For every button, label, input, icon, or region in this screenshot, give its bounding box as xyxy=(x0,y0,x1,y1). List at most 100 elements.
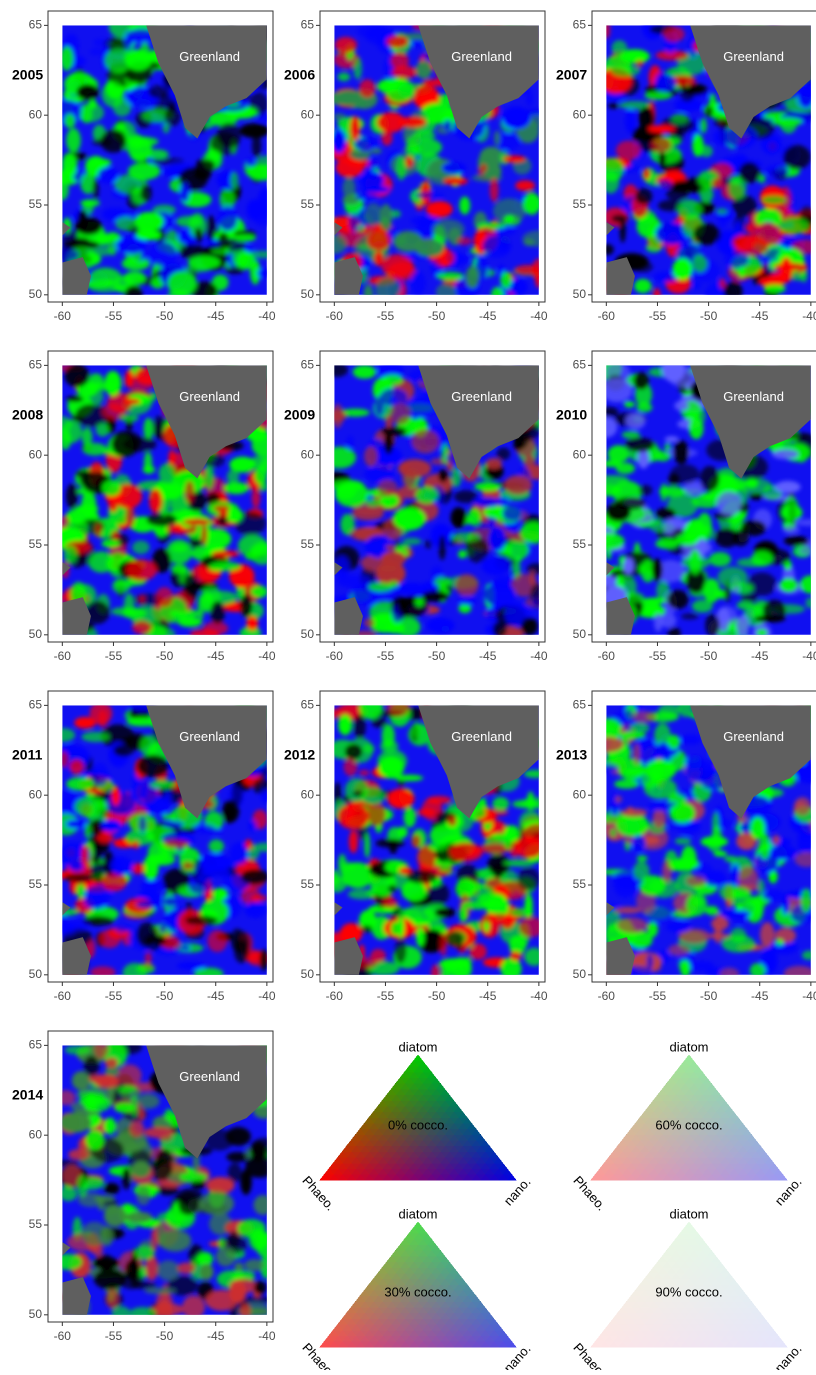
y-tick-label: 50 xyxy=(29,1307,43,1321)
patch xyxy=(326,876,346,892)
y-tick-label: 55 xyxy=(29,197,43,211)
patch xyxy=(66,777,94,791)
patch xyxy=(712,812,719,837)
patch xyxy=(168,271,197,296)
patch xyxy=(411,271,426,295)
patch xyxy=(144,1288,176,1294)
x-tick-label: -45 xyxy=(751,309,769,323)
x-tick-label: -40 xyxy=(530,989,548,1003)
patch xyxy=(621,808,648,817)
patch xyxy=(515,265,541,275)
patch xyxy=(691,897,704,907)
patch xyxy=(113,745,133,757)
y-tick-label: 55 xyxy=(301,537,315,551)
patch xyxy=(665,436,679,442)
patch xyxy=(194,968,224,980)
patch xyxy=(226,508,243,523)
ternary-legend: diatom0% cocco.Phaeo.nano. xyxy=(299,1039,533,1213)
patch xyxy=(646,953,653,969)
patch xyxy=(402,470,417,487)
patch xyxy=(95,524,102,538)
patch xyxy=(719,884,739,900)
patch xyxy=(709,552,731,567)
patch xyxy=(184,574,198,598)
patch xyxy=(131,1161,150,1178)
top-vertex-label: diatom xyxy=(398,1206,437,1221)
patch xyxy=(102,539,120,547)
patch xyxy=(130,1307,156,1320)
patch xyxy=(674,401,688,411)
patch xyxy=(393,507,425,530)
x-tick-label: -60 xyxy=(54,649,72,663)
patch xyxy=(381,427,407,436)
patch xyxy=(633,861,650,880)
patch xyxy=(352,507,383,521)
patch xyxy=(504,475,532,495)
y-tick-label: 60 xyxy=(301,447,315,461)
y-tick-label: 60 xyxy=(29,107,43,121)
patch xyxy=(393,231,423,252)
patch xyxy=(233,234,256,241)
patch xyxy=(617,917,647,933)
x-tick-label: -45 xyxy=(207,989,225,1003)
x-tick-label: -60 xyxy=(54,989,72,1003)
patch xyxy=(125,1212,152,1223)
patch xyxy=(651,138,672,153)
patch xyxy=(668,944,689,956)
x-tick-label: -55 xyxy=(649,309,667,323)
year-label: 2010 xyxy=(556,407,587,423)
patch xyxy=(602,460,621,467)
patch xyxy=(432,219,465,238)
patch xyxy=(341,862,356,869)
patch xyxy=(132,1282,157,1289)
patch xyxy=(234,940,249,964)
patch xyxy=(86,1130,105,1150)
patch xyxy=(672,180,693,190)
patch xyxy=(669,803,694,824)
patch xyxy=(678,789,695,797)
patch xyxy=(245,158,254,166)
patch xyxy=(84,1056,100,1077)
x-tick-label: -50 xyxy=(700,989,718,1003)
patch xyxy=(384,432,394,454)
x-tick-label: -60 xyxy=(598,309,616,323)
patch xyxy=(104,48,132,73)
year-label: 2005 xyxy=(12,67,43,83)
x-tick-label: -60 xyxy=(598,989,616,1003)
patch xyxy=(670,464,700,484)
patch xyxy=(224,482,249,494)
x-tick-label: -50 xyxy=(156,989,174,1003)
patch xyxy=(457,237,472,245)
place-label: Greenland xyxy=(723,49,784,64)
patch xyxy=(680,88,695,102)
patch xyxy=(736,236,769,256)
patch xyxy=(458,596,477,605)
patch xyxy=(703,578,719,602)
figure: Greenland2005-60-55-50-45-4050556065Gree… xyxy=(0,0,816,1370)
patch xyxy=(365,499,382,507)
patch xyxy=(190,629,220,638)
x-tick-label: -55 xyxy=(105,1329,123,1343)
patch xyxy=(398,117,426,128)
patch xyxy=(451,467,461,487)
year-label: 2009 xyxy=(284,407,315,423)
x-tick-label: -45 xyxy=(479,989,497,1003)
y-tick-label: 65 xyxy=(29,1038,43,1052)
patch xyxy=(633,743,640,764)
patch xyxy=(482,235,511,258)
patch xyxy=(502,505,523,520)
patch xyxy=(149,85,170,98)
patch xyxy=(100,130,126,153)
patch xyxy=(396,156,406,180)
x-tick-label: -45 xyxy=(479,309,497,323)
patch xyxy=(93,39,110,47)
patch xyxy=(459,907,468,922)
patch xyxy=(182,1296,205,1319)
patch xyxy=(90,48,102,55)
patch xyxy=(597,575,617,587)
patch xyxy=(614,779,639,788)
patch xyxy=(502,107,531,130)
patch xyxy=(660,613,677,627)
patch xyxy=(252,843,278,852)
patch xyxy=(689,518,703,533)
